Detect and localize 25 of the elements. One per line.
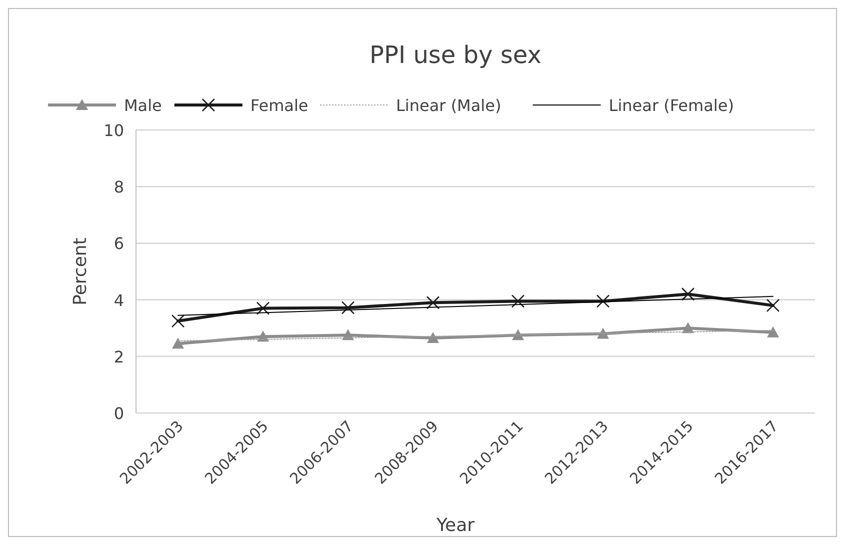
point: [681, 287, 695, 301]
legend-label: Female: [250, 96, 308, 115]
point: [597, 328, 609, 339]
y-axis-title: Percent: [70, 238, 91, 306]
point: [767, 326, 779, 338]
point: [172, 338, 184, 349]
point: [596, 294, 610, 308]
point: [171, 314, 185, 328]
y-tick-label: 6: [114, 234, 124, 254]
legend-label: Male: [124, 96, 162, 115]
legend-label: Linear (Female): [608, 96, 734, 115]
y-tick-label: 8: [114, 178, 124, 197]
legend-label: Linear (Male): [396, 96, 502, 115]
y-tick-label: 2: [114, 347, 124, 366]
point: [426, 296, 440, 310]
y-tick-label: 0: [114, 404, 124, 423]
point: [341, 301, 355, 314]
x-axis-title: Year: [435, 515, 476, 536]
point: [256, 302, 270, 315]
point: [427, 332, 439, 344]
point: [766, 298, 780, 312]
chart-title: PPI use by sex: [370, 41, 542, 69]
y-tick-label: 10: [104, 121, 124, 140]
y-tick-label: 4: [114, 290, 124, 310]
point: [511, 294, 525, 308]
